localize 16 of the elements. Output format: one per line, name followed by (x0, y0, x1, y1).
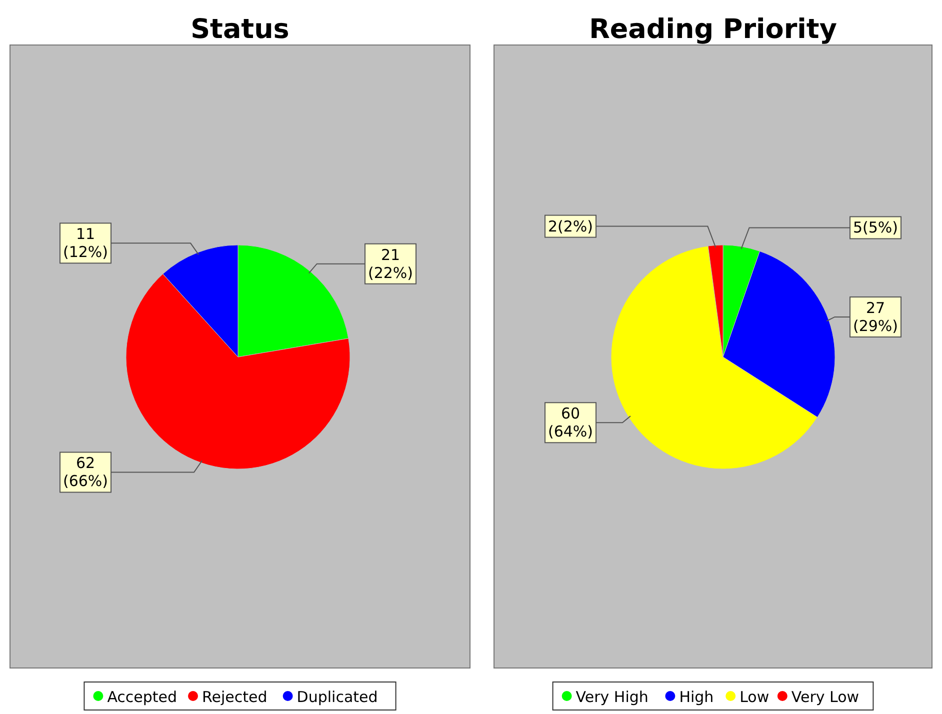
data-label: 62 (66%) (62, 454, 108, 490)
legend-label: Low (740, 688, 770, 706)
legend-label: Very High (576, 688, 648, 706)
data-label: 5(5%) (852, 218, 898, 237)
legend-label: Accepted (107, 688, 178, 706)
data-label: 21 (22%) (368, 246, 414, 282)
legend-label: High (679, 688, 714, 706)
data-label: 27 (29%) (852, 298, 898, 335)
legend-label: Very Low (791, 688, 860, 706)
data-label: 2(2%) (548, 217, 594, 236)
legend-label: Rejected (202, 688, 268, 706)
chart-title: Status (190, 14, 290, 45)
data-label: 11 (12%) (62, 225, 108, 262)
data-label: 60 (64%) (548, 404, 594, 441)
legend-label: Duplicated (296, 688, 378, 706)
chart-title: Reading Priority (589, 14, 838, 45)
